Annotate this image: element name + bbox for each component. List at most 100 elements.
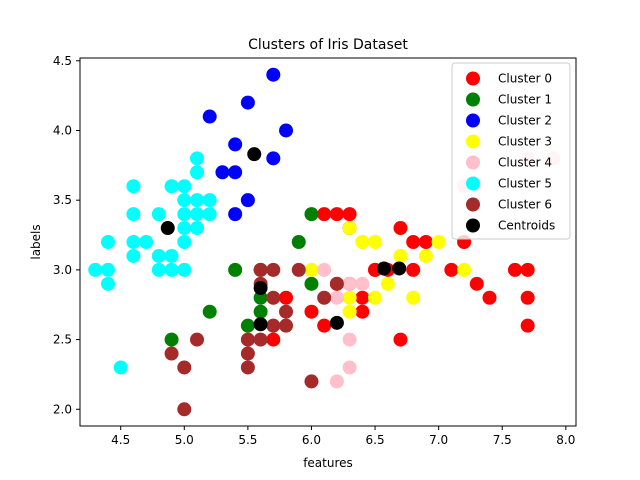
cluster-6-point [240, 346, 255, 361]
legend-label: Cluster 1 [498, 93, 552, 107]
x-tick-label: 4.5 [111, 433, 130, 447]
cluster-6-point [253, 332, 268, 347]
cluster-2-point [228, 207, 243, 222]
cluster-2-point [266, 67, 281, 82]
cluster-5-point [164, 248, 179, 263]
y-axis-label: labels [29, 224, 43, 259]
centroids-point [392, 261, 407, 276]
x-tick-label: 7.0 [429, 433, 448, 447]
x-tick-label: 5.0 [175, 433, 194, 447]
cluster-0-point [507, 262, 522, 277]
plot-area-frame [79, 57, 577, 427]
legend-label: Cluster 3 [498, 135, 552, 149]
cluster-4-point [317, 262, 332, 277]
centroids-point [160, 221, 175, 236]
legend-marker [466, 218, 480, 233]
cluster-5-point [190, 221, 205, 236]
cluster-6-point [291, 262, 306, 277]
cluster-3-point [355, 235, 370, 249]
cluster-5-point [190, 207, 205, 222]
cluster-5-point [126, 179, 141, 194]
cluster-5-point [177, 262, 192, 277]
cluster-1-point [304, 207, 319, 222]
cluster-6-point [329, 276, 344, 291]
cluster-0-point [342, 207, 357, 222]
cluster-1-point [291, 235, 306, 249]
cluster-4-point [342, 360, 357, 375]
legend-marker [466, 155, 480, 170]
cluster-5-point [190, 193, 205, 208]
cluster-5-point [100, 262, 115, 277]
cluster-5-point [151, 262, 166, 277]
cluster-6-point [190, 332, 205, 347]
centroids-point [253, 281, 268, 295]
cluster-2-point [240, 95, 255, 110]
cluster-3-point [393, 248, 408, 263]
cluster-2-point [266, 151, 281, 166]
cluster-5-point [202, 207, 217, 222]
legend-marker [466, 92, 480, 107]
cluster-4-point [342, 276, 357, 291]
cluster-5-point [164, 262, 179, 277]
cluster-0-point [393, 221, 408, 236]
cluster-1-point [164, 332, 179, 347]
y-tick-label: 3.0 [53, 263, 72, 277]
cluster-5-point [100, 235, 115, 249]
cluster-6-point [266, 262, 281, 277]
legend-marker [466, 134, 480, 149]
cluster-0-point [444, 262, 459, 277]
cluster-5-point [88, 262, 103, 277]
cluster-5-point [139, 235, 154, 249]
legend-marker [466, 71, 480, 86]
cluster-1-point [253, 290, 268, 305]
legend-label: Centroids [498, 219, 555, 233]
legend: Cluster 0 Cluster 1 Cluster 2 Cluster 3 Clus… [451, 62, 571, 240]
centroids-point [253, 317, 268, 332]
cluster-5-point [177, 235, 192, 249]
cluster-6-point [253, 262, 268, 277]
y-tick-label: 3.5 [53, 193, 72, 207]
cluster-3-point [304, 262, 319, 277]
cluster-2-point [240, 193, 255, 208]
cluster-0-point [317, 318, 332, 333]
cluster-1-point [253, 304, 268, 319]
cluster-4-point [329, 290, 344, 305]
cluster-0-point [355, 304, 370, 319]
cluster-3-point [342, 221, 357, 236]
cluster-2-point [228, 137, 243, 152]
legend-box [451, 62, 571, 240]
cluster-6-point [177, 402, 192, 417]
cluster-4-point [329, 374, 344, 389]
cluster-0-point [329, 207, 344, 222]
cluster-2-point [228, 165, 243, 180]
cluster-5-point [151, 248, 166, 263]
cluster-5-point [190, 165, 205, 180]
legend-marker [466, 197, 480, 212]
cluster-0-point [520, 290, 535, 305]
cluster-3-point [380, 276, 395, 291]
cluster-2-point [279, 123, 294, 138]
cluster-0-point [520, 318, 535, 333]
cluster-6-point [177, 360, 192, 375]
cluster-0-point [393, 332, 408, 347]
cluster-3-point [457, 262, 472, 277]
y-tick-label: 2.0 [53, 402, 72, 416]
cluster-3-point [431, 235, 446, 249]
cluster-1-point [304, 276, 319, 291]
cluster-2-point [202, 109, 217, 124]
cluster-2-point [215, 165, 230, 180]
cluster-3-point [418, 248, 433, 263]
legend-label: Cluster 5 [498, 177, 552, 191]
cluster-0-point [482, 290, 497, 305]
legend-label: Cluster 6 [498, 198, 552, 212]
cluster-0-point [418, 235, 433, 249]
cluster-0-point [469, 276, 484, 291]
cluster-6-point [279, 318, 294, 333]
cluster-0-point [279, 290, 294, 305]
cluster-3-point [368, 235, 383, 249]
x-tick-label: 6.5 [366, 433, 385, 447]
cluster-1-point [202, 304, 217, 319]
y-tick-label: 4.5 [53, 54, 72, 68]
y-axis-ticks: 2.0 2.5 3.0 3.5 4.0 4.5 [53, 54, 80, 416]
cluster-5-point [177, 221, 192, 236]
